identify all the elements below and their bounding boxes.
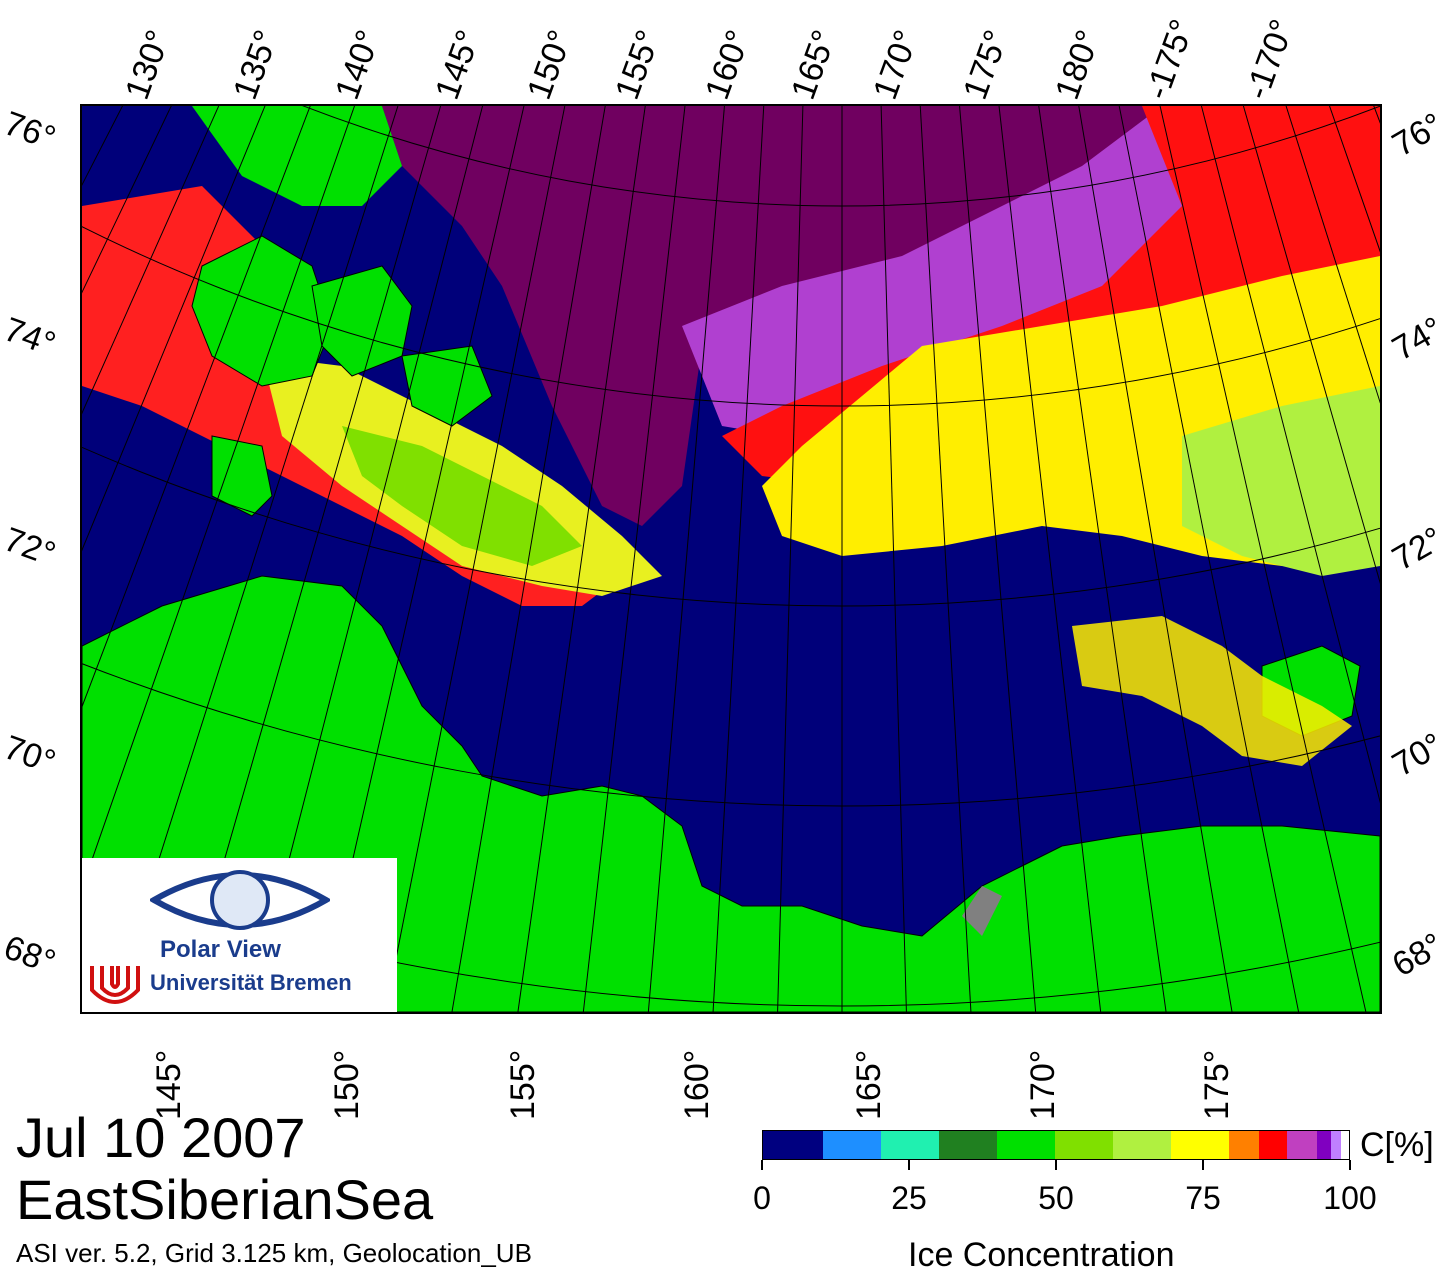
colorbar-swatch xyxy=(1259,1131,1287,1159)
meridian-line xyxy=(998,106,1102,1012)
meridian-line xyxy=(1242,106,1380,585)
meridian-line xyxy=(647,106,725,1012)
ice-purple xyxy=(682,106,1222,436)
meridian-line xyxy=(451,106,606,1012)
map-subtitle: ASI ver. 5.2, Grid 3.125 km, Geolocation… xyxy=(16,1238,532,1268)
colorbar-tick-label: 25 xyxy=(891,1180,927,1216)
colorbar-swatch xyxy=(823,1131,881,1159)
colorbar-tick-label: 100 xyxy=(1323,1180,1377,1216)
bottom-lon-label: 170° xyxy=(1024,1049,1062,1120)
island-3 xyxy=(401,345,493,427)
bottom-lon-label: 150° xyxy=(328,1049,366,1120)
logo-box: Polar View Universität Bremen xyxy=(82,858,397,1012)
colorbar-swatch xyxy=(939,1131,997,1159)
ice-west-green xyxy=(342,426,582,566)
top-lon-label: 140° xyxy=(328,25,388,105)
colorbar-swatch xyxy=(881,1131,939,1159)
meridian-line xyxy=(1329,106,1380,253)
right-lat-label: 70° xyxy=(1385,725,1450,785)
island-4 xyxy=(211,435,273,517)
top-lon-label: 150° xyxy=(520,25,580,105)
top-lon-label: 170° xyxy=(866,25,926,105)
graticule xyxy=(82,106,1380,1012)
uni-bremen-icon xyxy=(90,966,140,1004)
top-lon-label: -175° xyxy=(1138,14,1202,105)
top-lon-label: 165° xyxy=(784,25,844,105)
right-lat-label: 68° xyxy=(1385,925,1450,985)
bottom-lon-label: 155° xyxy=(504,1049,542,1120)
colorbar-swatch xyxy=(1171,1131,1229,1159)
colorbar-title: Ice Concentration xyxy=(908,1236,1175,1274)
left-lat-label: 70° xyxy=(0,728,61,782)
meridian-line xyxy=(82,106,311,709)
bottom-lon-label: 160° xyxy=(678,1049,716,1120)
colorbar-swatch xyxy=(1055,1131,1113,1159)
right-lat-label: 72° xyxy=(1385,519,1450,579)
top-lon-label: 135° xyxy=(226,25,286,105)
meridian-line xyxy=(82,106,355,890)
meridian-line xyxy=(82,106,124,186)
left-lat-label: 74° xyxy=(0,310,61,364)
top-lon-label: 160° xyxy=(698,25,758,105)
right-lat-label: 74° xyxy=(1385,309,1450,369)
meridian-line xyxy=(959,106,1037,1012)
colorbar-tick-label: 0 xyxy=(753,1180,771,1216)
top-lon-label: 180° xyxy=(1048,25,1108,105)
meridian-line xyxy=(582,106,686,1012)
bottom-lon-label: 165° xyxy=(850,1049,888,1120)
colorbar-tick-label: 50 xyxy=(1038,1180,1074,1216)
colorbar-swatch xyxy=(763,1131,823,1159)
ice-lightgreen xyxy=(1182,386,1380,576)
meridian-line xyxy=(1159,106,1367,1012)
right-lat-label: 76° xyxy=(1385,105,1450,165)
colorbar-unit: C[%] xyxy=(1360,1126,1434,1164)
meridian-line xyxy=(517,106,646,1012)
top-lon-label: 130° xyxy=(118,25,178,105)
meridian-line xyxy=(1078,106,1233,1012)
meridian-line xyxy=(1118,106,1300,1012)
left-lat-label: 72° xyxy=(0,520,61,574)
polar-view-eye-icon xyxy=(150,870,330,930)
meridian-line xyxy=(1285,106,1380,404)
meridian-line xyxy=(712,106,765,1012)
logo-institution: Universität Bremen xyxy=(150,970,352,995)
colorbar-swatch xyxy=(1113,1131,1171,1159)
ice-northwest xyxy=(192,106,402,206)
colorbar xyxy=(762,1130,1350,1160)
colorbar-swatch xyxy=(1287,1131,1317,1159)
colorbar-tick xyxy=(908,1160,910,1170)
meridian-line xyxy=(919,106,972,1012)
meridian-line xyxy=(82,106,220,415)
colorbar-tick xyxy=(1349,1160,1351,1170)
top-lon-label: 155° xyxy=(608,25,668,105)
coast-gray xyxy=(962,886,1002,936)
colorbar-tick xyxy=(761,1160,763,1170)
no-data-region xyxy=(382,106,1162,526)
colorbar-tick-label: 75 xyxy=(1185,1180,1221,1216)
map-region: EastSiberianSea xyxy=(16,1168,434,1231)
top-lon-label: 145° xyxy=(428,25,488,105)
meridian-line xyxy=(82,106,266,552)
meridian-line xyxy=(82,106,172,294)
left-lat-label: 68° xyxy=(0,928,61,982)
colorbar-swatch xyxy=(997,1131,1055,1159)
meridian-line xyxy=(1200,106,1380,804)
parallel-line xyxy=(302,106,1380,207)
top-lon-label: -170° xyxy=(1238,14,1302,105)
colorbar-swatch xyxy=(1317,1131,1331,1159)
bottom-lon-label: 175° xyxy=(1198,1049,1236,1120)
colorbar-swatch xyxy=(1229,1131,1259,1159)
meridian-line xyxy=(777,106,804,1012)
meridian-line xyxy=(880,106,907,1012)
meridian-line xyxy=(1038,106,1167,1012)
colorbar-tick xyxy=(1202,1160,1204,1170)
logo-name: Polar View xyxy=(160,936,281,963)
colorbar-tick xyxy=(1055,1160,1057,1170)
left-lat-label: 76° xyxy=(0,104,61,158)
map-date: Jul 10 2007 xyxy=(16,1106,306,1169)
colorbar-swatch xyxy=(1331,1131,1341,1159)
wrangel-ice xyxy=(1072,616,1352,766)
top-lon-label: 175° xyxy=(956,25,1016,105)
